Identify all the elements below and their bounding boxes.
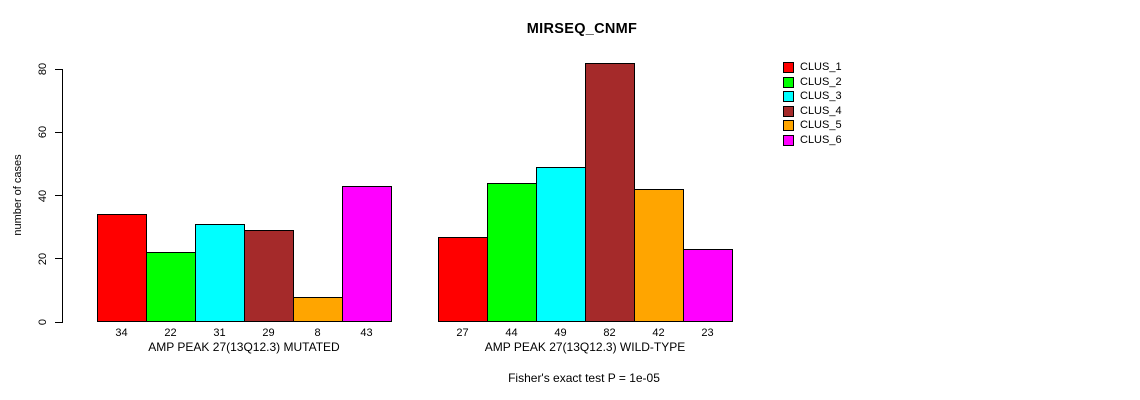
legend-label: CLUS_4: [800, 104, 842, 117]
legend-swatch: [783, 120, 794, 132]
bar: [244, 230, 294, 322]
legend-swatch: [783, 105, 794, 117]
y-tick-label: 0: [37, 318, 49, 326]
bar: [97, 214, 147, 322]
y-tick-label: 20: [37, 252, 49, 265]
legend-swatch: [783, 62, 794, 73]
bar: [342, 186, 392, 322]
bar: [683, 249, 733, 322]
y-tick: [55, 258, 62, 260]
legend-swatch: [783, 135, 794, 146]
bar-value-label: 42: [652, 327, 665, 339]
y-axis-label: number of cases: [12, 154, 24, 236]
legend-swatch: [783, 76, 794, 88]
bar-value-label: 44: [505, 327, 518, 339]
bar-value-label: 22: [164, 327, 177, 339]
bar-value-label: 34: [115, 327, 128, 339]
y-tick-label: 80: [37, 62, 49, 76]
y-tick: [55, 195, 62, 196]
x-axis-group-label: AMP PEAK 27(13Q12.3) WILD-TYPE: [484, 340, 686, 354]
bar-value-label: 23: [701, 327, 714, 339]
legend-label: CLUS_6: [800, 134, 842, 146]
y-tick: [55, 321, 62, 323]
y-tick: [55, 68, 62, 70]
legend-label: CLUS_3: [800, 90, 842, 103]
bar: [438, 237, 488, 322]
legend-label: CLUS_5: [800, 119, 842, 132]
bar-value-label: 27: [456, 327, 469, 339]
bar: [585, 63, 635, 322]
x-axis-group-label: AMP PEAK 27(13Q12.3) MUTATED: [148, 340, 340, 354]
chart-title: MIRSEQ_CNMF: [526, 21, 638, 37]
y-axis-line: [62, 69, 63, 323]
y-tick: [55, 131, 62, 133]
legend-label: CLUS_1: [800, 61, 842, 73]
bar: [536, 167, 586, 322]
bar-value-label: 49: [554, 327, 567, 339]
bar-value-label: 8: [314, 327, 321, 339]
bar: [146, 252, 196, 322]
legend-swatch: [783, 91, 794, 103]
bar-value-label: 31: [213, 327, 226, 339]
bar: [634, 189, 684, 322]
y-tick-label: 60: [37, 126, 49, 139]
bar: [487, 183, 537, 322]
bar-value-label: 43: [360, 327, 373, 339]
bar-value-label: 82: [603, 327, 616, 339]
bar: [195, 224, 245, 322]
bar-value-label: 29: [262, 327, 275, 339]
fisher-test-annotation: Fisher's exact test P = 1e-05: [508, 371, 660, 385]
legend-label: CLUS_2: [800, 75, 842, 88]
bar: [293, 297, 343, 322]
y-tick-label: 40: [37, 189, 49, 202]
